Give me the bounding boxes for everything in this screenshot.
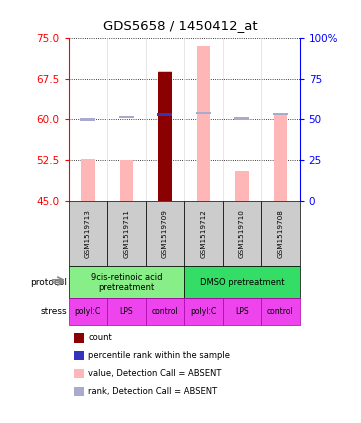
Text: 9cis-retinoic acid
pretreatment: 9cis-retinoic acid pretreatment xyxy=(91,273,162,292)
Text: GSM1519709: GSM1519709 xyxy=(162,209,168,258)
Text: GSM1519711: GSM1519711 xyxy=(123,209,129,258)
Bar xyxy=(157,113,172,115)
Bar xyxy=(81,159,95,201)
Bar xyxy=(158,71,171,201)
Bar xyxy=(119,160,133,201)
Text: polyI:C: polyI:C xyxy=(75,307,101,316)
Text: GSM1519712: GSM1519712 xyxy=(200,209,206,258)
Bar xyxy=(274,114,287,201)
Text: GSM1519710: GSM1519710 xyxy=(239,209,245,258)
Bar xyxy=(158,72,171,201)
Bar xyxy=(234,117,249,120)
Text: control: control xyxy=(152,307,178,316)
Bar xyxy=(197,46,210,201)
Bar xyxy=(81,118,95,121)
Text: percentile rank within the sample: percentile rank within the sample xyxy=(88,351,230,360)
Text: GDS5658 / 1450412_at: GDS5658 / 1450412_at xyxy=(103,19,258,32)
Text: control: control xyxy=(267,307,294,316)
Text: stress: stress xyxy=(40,307,67,316)
Text: protocol: protocol xyxy=(30,278,67,287)
Bar xyxy=(119,115,134,118)
Bar xyxy=(273,113,288,115)
Text: count: count xyxy=(88,333,112,343)
Bar xyxy=(157,113,172,115)
Text: LPS: LPS xyxy=(235,307,249,316)
Text: polyI:C: polyI:C xyxy=(190,307,217,316)
Bar xyxy=(196,112,211,114)
Text: GSM1519713: GSM1519713 xyxy=(85,209,91,258)
Text: LPS: LPS xyxy=(119,307,133,316)
Text: GSM1519708: GSM1519708 xyxy=(277,209,283,258)
Text: rank, Detection Call = ABSENT: rank, Detection Call = ABSENT xyxy=(88,387,218,396)
Bar xyxy=(235,171,249,201)
Text: value, Detection Call = ABSENT: value, Detection Call = ABSENT xyxy=(88,369,222,378)
Text: DMSO pretreatment: DMSO pretreatment xyxy=(200,278,284,287)
